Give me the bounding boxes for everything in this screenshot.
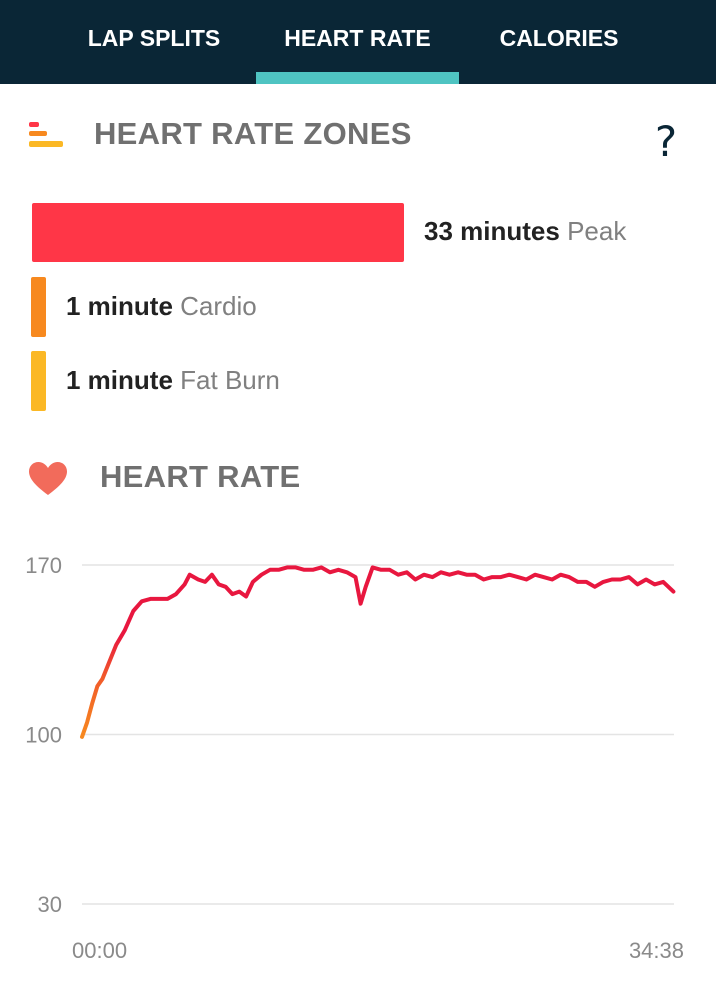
active-tab-indicator: [256, 72, 459, 84]
fat-burn-zone-name: Fat Burn: [180, 365, 280, 395]
heart-rate-chart: 170 100 30 00:00 34:38: [25, 553, 684, 963]
fat-burn-zone-value: 1 minute: [66, 365, 173, 395]
heart-rate-section-title: HEART RATE: [100, 459, 301, 494]
peak-zone-label: 33 minutes Peak: [424, 216, 626, 247]
tab-heart-rate[interactable]: HEART RATE: [284, 24, 431, 51]
y-tick-30: 30: [38, 892, 62, 917]
heart-icon: [29, 462, 67, 495]
fat-burn-zone-label: 1 minute Fat Burn: [66, 365, 280, 396]
y-tick-100: 100: [25, 723, 62, 748]
cardio-zone-name: Cardio: [180, 291, 257, 321]
y-tick-170: 170: [25, 553, 62, 578]
heart-rate-series-line: [80, 565, 676, 739]
peak-zone-bar: [32, 203, 404, 262]
zones-section-title: HEART RATE ZONES: [94, 116, 412, 151]
tab-lap-splits[interactable]: LAP SPLITS: [87, 24, 221, 51]
cardio-zone-label: 1 minute Cardio: [66, 291, 257, 322]
peak-zone-value: 33 minutes: [424, 216, 560, 246]
fat-burn-zone-bar: [31, 351, 46, 411]
tab-bar: LAP SPLITS HEART RATE CALORIES: [0, 0, 716, 84]
cardio-zone-value: 1 minute: [66, 291, 173, 321]
peak-zone-name: Peak: [567, 216, 627, 246]
tab-calories[interactable]: CALORIES: [499, 24, 619, 51]
cardio-zone-bar: [31, 277, 46, 337]
zones-icon: [29, 122, 63, 147]
question-mark-icon[interactable]: ?: [654, 117, 678, 166]
x-tick-start: 00:00: [72, 938, 127, 963]
x-tick-end: 34:38: [629, 938, 684, 963]
